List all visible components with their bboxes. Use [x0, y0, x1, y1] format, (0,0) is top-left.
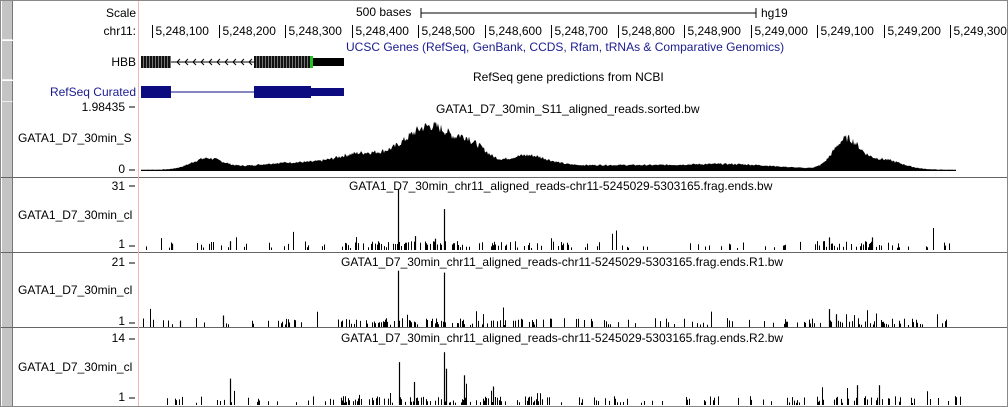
frag-ends-r2-title[interactable]: GATA1_D7_30min_chr11_aligned_reads-chr11…	[341, 331, 784, 345]
refseq-gene-model[interactable]	[141, 86, 344, 98]
ruler-tick-label: 5,248,500	[421, 24, 475, 38]
y-axis-ticks	[129, 106, 135, 399]
scale-label: Scale	[105, 6, 136, 20]
frag-ends-ymax: 31	[111, 179, 125, 193]
track-separator	[1, 252, 1007, 253]
frag-ends-r1-title[interactable]: GATA1_D7_30min_chr11_aligned_reads-chr11…	[341, 255, 784, 269]
frag-ends-r2-ymin: 1	[118, 390, 125, 404]
ruler-tick-label: 5,249,100	[820, 24, 874, 38]
chrom-label: chr11:	[103, 24, 136, 38]
ruler-tick-label: 5,249,000	[754, 24, 808, 38]
bw-sorted-label[interactable]: GATA1_D7_30min_S	[18, 132, 132, 145]
frag-ends-r2-label[interactable]: GATA1_D7_30min_cl	[18, 361, 133, 374]
frag-ends-r2-signal[interactable]	[167, 352, 961, 405]
hbb-gene-model[interactable]	[141, 56, 344, 68]
frag-ends-ymin: 1	[118, 237, 125, 251]
frag-ends-r2-ymax: 14	[111, 331, 125, 345]
frag-ends-r1-ymin: 1	[118, 314, 125, 328]
hbb-label[interactable]: HBB	[111, 55, 136, 69]
gene-highlight-mark	[310, 56, 313, 68]
ruler-tick-label: 5,248,300	[288, 24, 342, 38]
ruler-tick-label: 5,248,800	[621, 24, 675, 38]
ruler-tick-label: 5,248,200	[222, 24, 276, 38]
frag-ends-r1-ymax: 21	[111, 255, 125, 269]
bw-sorted-ymax: 1.98435	[81, 100, 125, 114]
frag-ends-signal[interactable]	[146, 188, 950, 250]
refseq-side-button[interactable]	[2, 81, 13, 102]
coverage-signal[interactable]	[141, 121, 956, 172]
frag-ends-r2-side-button[interactable]	[2, 328, 13, 406]
refseq-label[interactable]: RefSeq Curated	[49, 85, 136, 99]
track-separator	[1, 327, 1007, 328]
refseq-title[interactable]: RefSeq gene predictions from NCBI	[473, 70, 664, 84]
ruler-tick-label: 5,248,400	[355, 24, 409, 38]
ruler-tick-label: 5,249,300	[953, 24, 1007, 38]
track-separator	[1, 177, 1007, 178]
ruler-ticks	[152, 25, 951, 38]
bw-sorted-ymin: 0	[118, 162, 125, 176]
ruler-tick-label: 5,248,700	[554, 24, 608, 38]
assembly-label: hg19	[761, 6, 788, 20]
ruler-tick-label: 5,248,900	[687, 24, 741, 38]
bw-sorted-title[interactable]: GATA1_D7_30min_S11_aligned_reads.sorted.…	[436, 102, 700, 116]
frag-ends-label[interactable]: GATA1_D7_30min_cl	[18, 209, 133, 222]
intron-direction-arrows	[176, 58, 253, 66]
ucsc-genes-title[interactable]: UCSC Genes (RefSeq, GenBank, CCDS, Rfam,…	[346, 40, 785, 54]
ucsc-genes-side-button[interactable]	[2, 41, 13, 80]
frag-ends-r1-label[interactable]: GATA1_D7_30min_cl	[18, 284, 133, 297]
ruler-tick-label: 5,249,200	[887, 24, 941, 38]
ruler-tick-label: 5,248,600	[488, 24, 542, 38]
scale-bar-text: 500 bases	[353, 6, 415, 19]
frag-ends-r1-signal[interactable]	[143, 270, 947, 327]
scale-bar	[420, 8, 757, 18]
ruler-side-button[interactable]	[2, 1, 13, 40]
ruler-tick-label: 5,248,100	[155, 24, 209, 38]
frag-ends-title[interactable]: GATA1_D7_30min_chr11_aligned_reads-chr11…	[349, 179, 773, 193]
